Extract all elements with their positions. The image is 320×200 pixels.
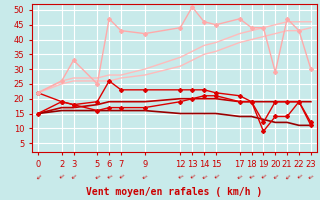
Text: ↑: ↑ [248, 170, 255, 178]
Text: ↑: ↑ [283, 170, 291, 178]
Text: ↑: ↑ [212, 170, 220, 178]
Text: ↑: ↑ [236, 170, 244, 178]
Text: ↑: ↑ [93, 170, 101, 178]
Text: ↑: ↑ [34, 170, 42, 178]
Text: ↑: ↑ [200, 170, 208, 178]
Text: ↑: ↑ [259, 170, 268, 178]
Text: ↑: ↑ [271, 170, 279, 178]
Text: ↑: ↑ [58, 170, 66, 178]
Text: ↑: ↑ [117, 170, 125, 178]
Text: ↑: ↑ [188, 170, 196, 178]
Text: ↑: ↑ [105, 170, 113, 178]
Text: ↑: ↑ [295, 170, 303, 178]
Text: ↑: ↑ [176, 170, 184, 178]
Text: ↑: ↑ [141, 170, 149, 178]
Text: ↑: ↑ [307, 170, 315, 178]
X-axis label: Vent moyen/en rafales ( km/h ): Vent moyen/en rafales ( km/h ) [86, 187, 262, 197]
Text: ↑: ↑ [69, 170, 78, 178]
